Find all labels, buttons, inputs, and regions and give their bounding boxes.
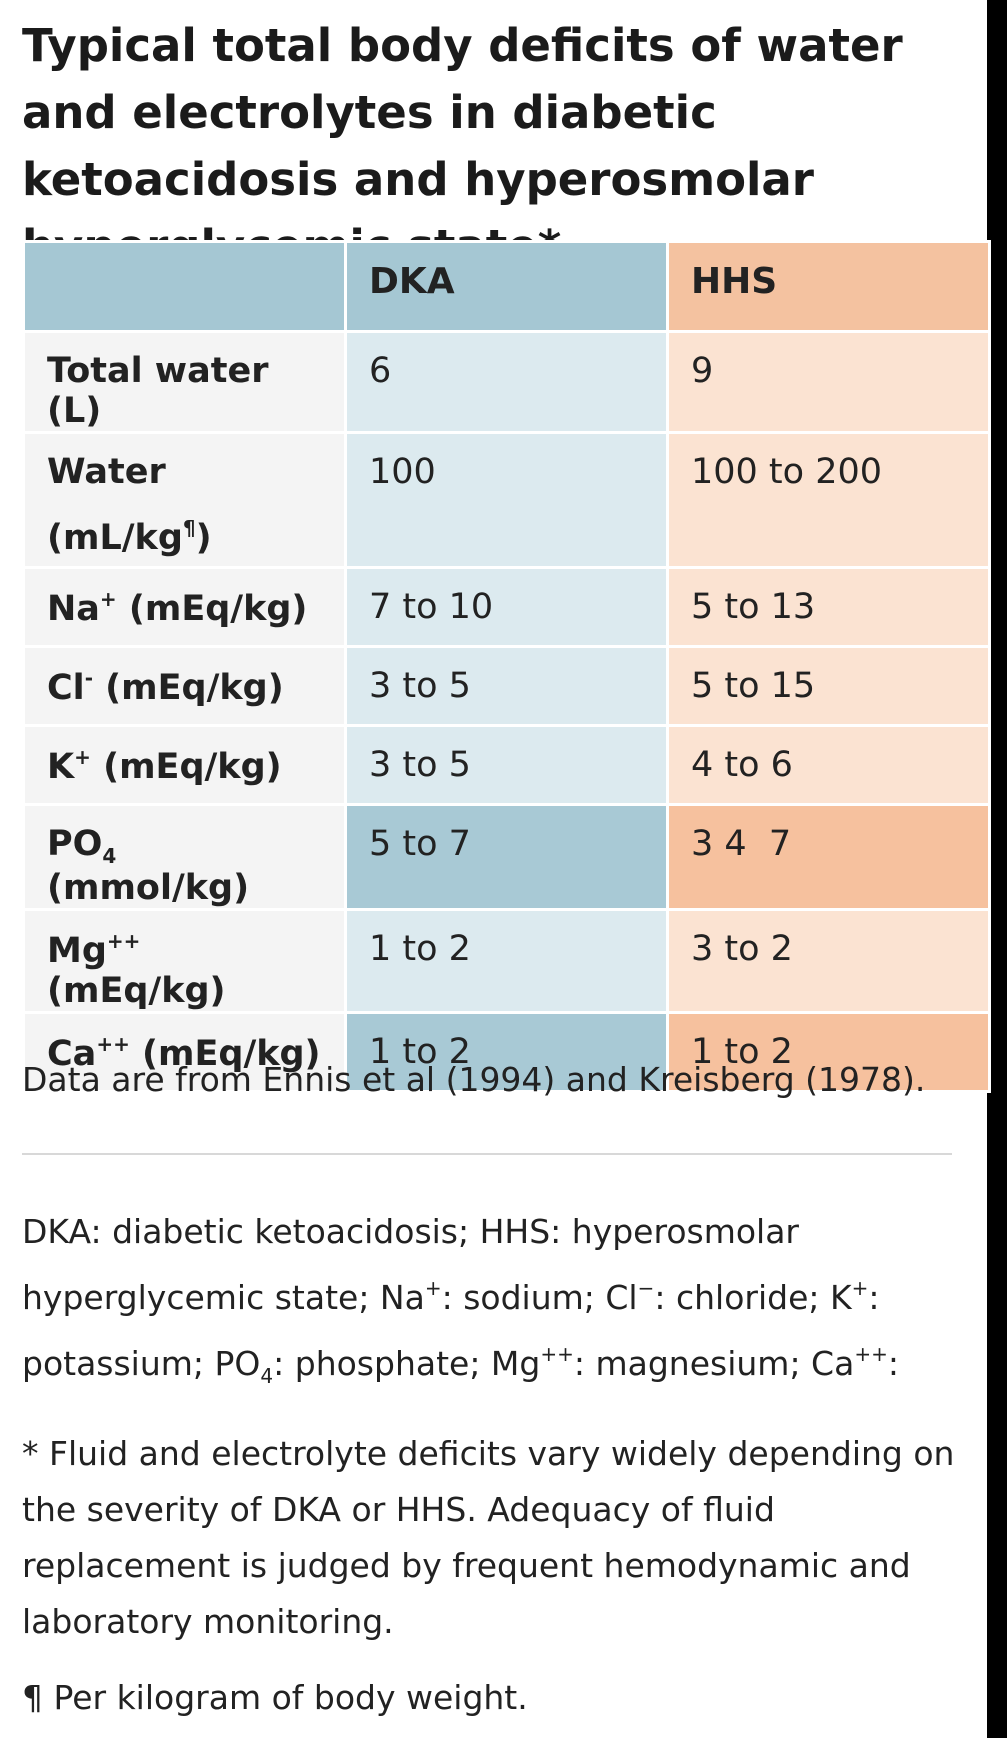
- row-label: Water (mL/kg¶): [22, 431, 347, 569]
- abbrev-sup: +: [851, 1276, 869, 1300]
- label-main: Na: [47, 589, 100, 629]
- label-unit: (mL/kg: [47, 518, 183, 558]
- row-label: K+ (mEq/kg): [22, 724, 347, 806]
- deficits-table: DKA HHS Total water (L) 6 9 Water (mL/kg…: [22, 240, 991, 1093]
- table-row: Total water (L) 6 9: [22, 330, 991, 434]
- label-sub: 4: [102, 844, 117, 868]
- footnote-star: * Fluid and electrolyte deficits vary wi…: [22, 1434, 955, 1641]
- footnote-pilcrow: ¶ Per kilogram of body weight.: [22, 1678, 528, 1717]
- abbrev-text: : magnesium; Ca: [573, 1344, 855, 1383]
- label-sup: ++: [106, 929, 141, 953]
- label-end: (mmol/kg): [47, 868, 250, 908]
- dka-value: 1 to 2: [344, 1011, 669, 1093]
- table-row: Mg++ (mEq/kg) 1 to 2 3 to 2: [22, 908, 991, 1014]
- table-row: Cl- (mEq/kg) 3 to 5 5 to 15: [22, 645, 991, 727]
- label-end: (mEq/kg): [116, 589, 308, 629]
- row-label: Cl- (mEq/kg): [22, 645, 347, 727]
- abbrev-text: : chloride; K: [654, 1278, 852, 1317]
- label-end: (mEq/kg): [129, 1034, 321, 1074]
- header-blank: [22, 240, 347, 333]
- hhs-value: 4 to 6: [666, 724, 991, 806]
- hhs-value: 5 to 13: [666, 566, 991, 648]
- label-sup: +: [99, 587, 117, 611]
- dka-value: 6: [344, 330, 669, 434]
- row-label: Total water (L): [22, 330, 347, 434]
- abbrev-text: :: [887, 1344, 899, 1383]
- dka-value: 3 to 5: [344, 724, 669, 806]
- hhs-value: 1 to 2: [666, 1011, 991, 1093]
- abbrev-sup: ++: [540, 1342, 574, 1366]
- label-end: (mEq/kg): [90, 747, 282, 787]
- label-main: Cl: [47, 668, 85, 708]
- hhs-value: 3 4 7: [666, 803, 991, 911]
- label-main: PO: [47, 824, 103, 864]
- abbrev-sup: −: [637, 1276, 655, 1300]
- hhs-value: 9: [666, 330, 991, 434]
- row-label: Ca++ (mEq/kg): [22, 1011, 347, 1093]
- label-end: (mEq/kg): [47, 971, 226, 1011]
- abbrev-text: : phosphate; Mg: [273, 1344, 541, 1383]
- header-hhs: HHS: [666, 240, 991, 333]
- abbrev-text: : sodium; Cl: [441, 1278, 638, 1317]
- dka-value: 1 to 2: [344, 908, 669, 1014]
- dka-value: 3 to 5: [344, 645, 669, 727]
- header-dka: DKA: [344, 240, 669, 333]
- source-note: Data are from Ennis et al (1994) and Kre…: [22, 1060, 926, 1099]
- divider: [22, 1153, 952, 1155]
- table-row: PO4 (mmol/kg) 5 to 7 3 4 7: [22, 803, 991, 911]
- label-main: Ca: [47, 1034, 97, 1074]
- table-row: Ca++ (mEq/kg) 1 to 2 1 to 2: [22, 1011, 991, 1093]
- table-row: Na+ (mEq/kg) 7 to 10 5 to 13: [22, 566, 991, 648]
- label-sup: ++: [96, 1032, 130, 1056]
- table-row: Water (mL/kg¶) 100 100 to 200: [22, 431, 991, 569]
- label-main: K: [47, 747, 75, 787]
- abbrev-sup: ++: [854, 1342, 888, 1366]
- label-main: Mg: [47, 931, 107, 971]
- page-title: Typical total body deficits of water and…: [22, 19, 903, 273]
- hhs-value: 100 to 200: [666, 431, 991, 569]
- label-sup: ¶: [182, 516, 196, 540]
- abbrev-sub: 4: [260, 1364, 274, 1388]
- label-end: ): [195, 518, 212, 558]
- label-main: Water: [47, 452, 166, 492]
- label-sup: +: [74, 745, 91, 769]
- label-end: (mEq/kg): [93, 668, 284, 708]
- row-label: PO4 (mmol/kg): [22, 803, 347, 911]
- dka-value: 100: [344, 431, 669, 569]
- row-label: Na+ (mEq/kg): [22, 566, 347, 648]
- abbrev-text: DKA: diabetic ketoacidosis; HHS: hyperos…: [22, 1212, 799, 1317]
- table-row: K+ (mEq/kg) 3 to 5 4 to 6: [22, 724, 991, 806]
- abbrev-sup: +: [424, 1276, 442, 1300]
- dka-value: 5 to 7: [344, 803, 669, 911]
- table-header-row: DKA HHS: [22, 240, 991, 333]
- row-label: Mg++ (mEq/kg): [22, 908, 347, 1014]
- hhs-value: 5 to 15: [666, 645, 991, 727]
- hhs-value: 3 to 2: [666, 908, 991, 1014]
- label-sup: -: [84, 666, 93, 690]
- dka-value: 7 to 10: [344, 566, 669, 648]
- abbreviations-note: DKA: diabetic ketoacidosis; HHS: hyperos…: [22, 1204, 972, 1404]
- abbrev-text: : potassium; PO: [22, 1278, 880, 1383]
